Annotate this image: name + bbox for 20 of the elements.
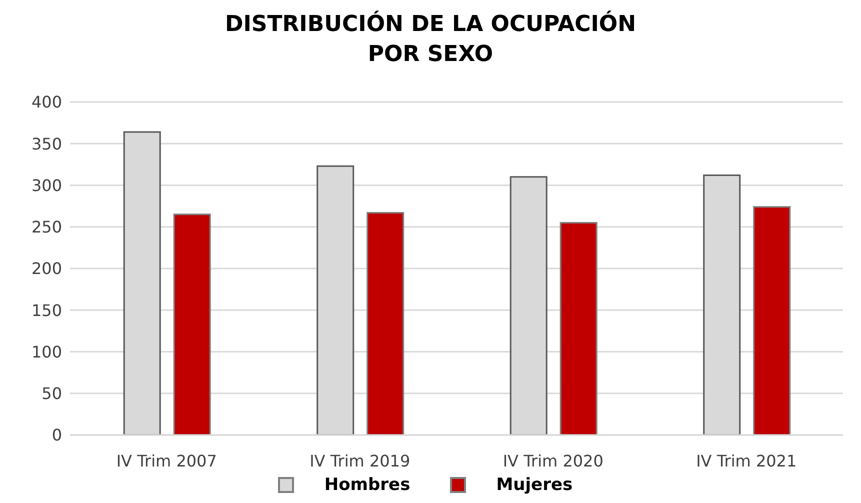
x-tick-label: IV Trim 2019 — [310, 451, 410, 470]
y-tick-label: 300 — [31, 176, 62, 195]
y-tick-label: 100 — [31, 342, 62, 362]
bar — [753, 206, 791, 435]
bar — [560, 222, 598, 435]
y-tick-label: 250 — [31, 218, 62, 237]
legend-label: Hombres — [324, 475, 410, 495]
y-tick-label: 400 — [31, 92, 62, 112]
y-tick-label: 200 — [31, 259, 62, 278]
y-tick-label: 350 — [31, 134, 62, 154]
x-tick-label: IV Trim 2021 — [696, 451, 797, 470]
y-tick-label: 0 — [52, 426, 62, 445]
x-tick-label: IV Trim 2007 — [116, 451, 217, 470]
x-tick-label: IV Trim 2020 — [502, 451, 604, 470]
bar — [173, 214, 211, 435]
y-tick-label: 50 — [42, 384, 62, 404]
legend-label: Mujeres — [496, 475, 573, 495]
chart-title: DISTRIBUCIÓN DE LA OCUPACIÓN POR SEXO — [224, 10, 638, 69]
bar — [366, 212, 404, 435]
y-tick-label: 150 — [31, 300, 62, 320]
